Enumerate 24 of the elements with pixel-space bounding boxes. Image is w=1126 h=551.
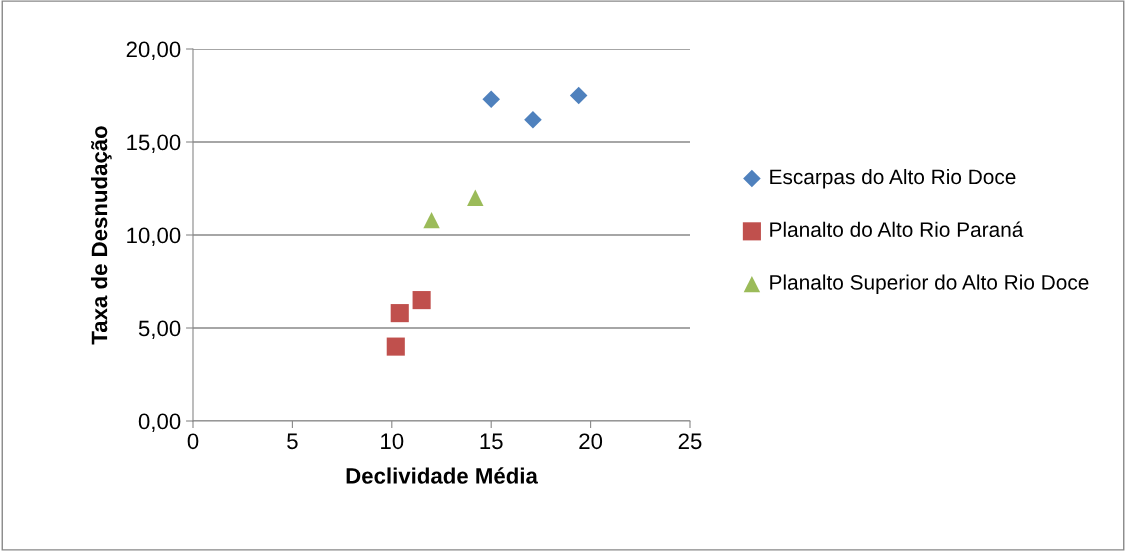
x-tick-label: 5 <box>287 433 298 450</box>
point <box>524 110 542 129</box>
legend-label: Escarpas do Alto Rio Doce <box>770 168 1016 189</box>
y-tick-label: 10,00 <box>127 227 181 246</box>
point <box>482 90 500 108</box>
point <box>467 189 484 207</box>
x-tick-label: 0 <box>187 433 199 450</box>
point <box>386 337 405 356</box>
y-axis-title: Taxa de Desnudação <box>90 126 112 345</box>
legend-label: Planalto do Alto Rio Paraná <box>770 221 1024 238</box>
point <box>412 291 431 310</box>
x-tick-label: 25 <box>678 433 702 450</box>
y-tick-label: 5,00 <box>138 320 181 339</box>
point <box>390 304 409 323</box>
y-tick-label: 0,00 <box>138 413 181 432</box>
point <box>569 86 588 105</box>
x-tick-label: 20 <box>579 433 603 450</box>
y-tick-label: 20,00 <box>126 41 181 60</box>
y-tick-label: 15,00 <box>127 134 181 153</box>
legend-label: Planalto Superior do Alto Rio Doce <box>770 274 1089 294</box>
x-axis-title: Declividade Média <box>346 467 538 484</box>
point <box>423 211 440 229</box>
x-tick-label: 15 <box>480 433 503 450</box>
x-tick-label: 10 <box>381 433 404 450</box>
